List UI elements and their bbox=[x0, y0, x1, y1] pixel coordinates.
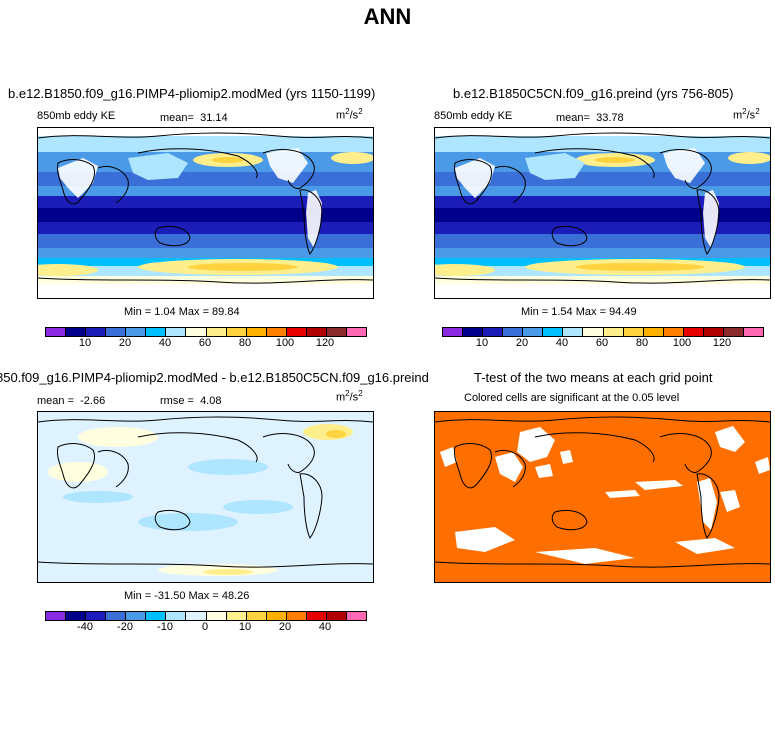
colorbar-swatch bbox=[226, 328, 247, 336]
colorbar-swatch bbox=[246, 612, 267, 620]
colorbar-swatch bbox=[643, 328, 664, 336]
panel-1-minmax: Min = 1.04 Max = 89.84 bbox=[124, 306, 240, 318]
tick-label: 40 bbox=[555, 337, 569, 349]
colorbar-swatch bbox=[443, 328, 464, 336]
colorbar-swatch bbox=[306, 328, 327, 336]
tick-label: 10 bbox=[238, 621, 252, 633]
panel-2-units: m2/s2 bbox=[733, 107, 760, 122]
tick-label: 10 bbox=[78, 337, 92, 349]
colorbar-swatch bbox=[226, 612, 247, 620]
tick-label: 80 bbox=[238, 337, 252, 349]
panel-2-minmax: Min = 1.54 Max = 94.49 bbox=[521, 306, 637, 318]
tick-label: 20 bbox=[515, 337, 529, 349]
colorbar-swatch bbox=[146, 612, 167, 620]
colorbar-swatch bbox=[166, 612, 187, 620]
colorbar-swatch bbox=[166, 328, 187, 336]
colorbar-swatch bbox=[603, 328, 624, 336]
panel-3-mean: mean = -2.66 bbox=[37, 395, 106, 407]
panel-2-mean: mean= 33.78 bbox=[556, 112, 624, 124]
tick-label: 40 bbox=[158, 337, 172, 349]
panel-3-title: 850.f09_g16.PIMP4-pliomip2.modMed - b.e1… bbox=[0, 370, 429, 385]
tick-label: -10 bbox=[157, 621, 173, 633]
tick-label: 20 bbox=[278, 621, 292, 633]
colorbar-swatch bbox=[326, 612, 347, 620]
colorbar-swatch bbox=[206, 612, 227, 620]
panel-4-map bbox=[434, 411, 771, 583]
colorbar-swatch bbox=[663, 328, 684, 336]
panel-4-subtitle: Colored cells are significant at the 0.0… bbox=[464, 392, 680, 404]
colorbar-swatch bbox=[346, 328, 366, 336]
colorbar-swatch bbox=[346, 612, 366, 620]
tick-label: 60 bbox=[198, 337, 212, 349]
tick-label: 20 bbox=[118, 337, 132, 349]
tick-label: 100 bbox=[275, 337, 295, 349]
colorbar-swatch bbox=[683, 328, 704, 336]
panel-3-colorbar bbox=[45, 611, 367, 621]
colorbar-swatch bbox=[106, 612, 127, 620]
colorbar-swatch bbox=[286, 612, 307, 620]
tick-label: 10 bbox=[475, 337, 489, 349]
colorbar-swatch bbox=[543, 328, 564, 336]
colorbar-swatch bbox=[723, 328, 744, 336]
panel-3-rmse: rmse = 4.08 bbox=[160, 395, 222, 407]
panel-2-variable-label: 850mb eddy KE bbox=[434, 110, 513, 122]
colorbar-swatch bbox=[483, 328, 504, 336]
panel-1-title: b.e12.B1850.f09_g16.PIMP4-pliomip2.modMe… bbox=[8, 86, 376, 101]
colorbar-swatch bbox=[146, 328, 167, 336]
colorbar-swatch bbox=[523, 328, 544, 336]
tick-label: 0 bbox=[201, 621, 209, 633]
colorbar-swatch bbox=[46, 328, 67, 336]
colorbar-swatch bbox=[563, 328, 584, 336]
panel-1-units: m2/s2 bbox=[336, 107, 363, 122]
colorbar-swatch bbox=[126, 328, 147, 336]
colorbar-swatch bbox=[46, 612, 67, 620]
colorbar-swatch bbox=[463, 328, 484, 336]
tick-label: 60 bbox=[595, 337, 609, 349]
panel-1-mean: mean= 31.14 bbox=[160, 112, 228, 124]
colorbar-swatch bbox=[266, 328, 287, 336]
colorbar-swatch bbox=[206, 328, 227, 336]
colorbar-swatch bbox=[703, 328, 724, 336]
panel-1-variable-label: 850mb eddy KE bbox=[37, 110, 116, 122]
colorbar-swatch bbox=[186, 328, 207, 336]
panel-1-colorbar-ticks: 10 20 40 60 80 100 120 bbox=[45, 337, 365, 351]
panel-3-minmax: Min = -31.50 Max = 48.26 bbox=[124, 590, 250, 602]
tick-label: 40 bbox=[318, 621, 332, 633]
colorbar-swatch bbox=[86, 328, 107, 336]
panel-3-map bbox=[37, 411, 374, 583]
tick-label: 80 bbox=[635, 337, 649, 349]
tick-label: 100 bbox=[672, 337, 692, 349]
tick-label: 120 bbox=[315, 337, 335, 349]
colorbar-swatch bbox=[583, 328, 604, 336]
colorbar-swatch bbox=[326, 328, 347, 336]
panel-1-map bbox=[37, 127, 374, 299]
colorbar-swatch bbox=[66, 612, 87, 620]
colorbar-swatch bbox=[623, 328, 644, 336]
colorbar-swatch bbox=[106, 328, 127, 336]
colorbar-swatch bbox=[66, 328, 87, 336]
panel-4-title: T-test of the two means at each grid poi… bbox=[474, 370, 713, 385]
tick-label: -20 bbox=[117, 621, 133, 633]
panel-2-colorbar-ticks: 10 20 40 60 80 100 120 bbox=[442, 337, 762, 351]
colorbar-swatch bbox=[743, 328, 763, 336]
panel-2-title: b.e12.B1850C5CN.f09_g16.preind (yrs 756-… bbox=[453, 86, 734, 101]
colorbar-swatch bbox=[126, 612, 147, 620]
colorbar-swatch bbox=[306, 612, 327, 620]
colorbar-swatch bbox=[86, 612, 107, 620]
panel-2-map bbox=[434, 127, 771, 299]
tick-label: 120 bbox=[712, 337, 732, 349]
panel-3-units: m2/s2 bbox=[336, 389, 363, 404]
figure-title: ANN bbox=[363, 4, 412, 29]
colorbar-swatch bbox=[503, 328, 524, 336]
colorbar-swatch bbox=[186, 612, 207, 620]
colorbar-swatch bbox=[286, 328, 307, 336]
colorbar-swatch bbox=[246, 328, 267, 336]
colorbar-swatch bbox=[266, 612, 287, 620]
tick-label: -40 bbox=[77, 621, 93, 633]
panel-3-colorbar-ticks: -40 -20 -10 0 10 20 40 bbox=[45, 621, 365, 635]
panel-2-colorbar bbox=[442, 327, 764, 337]
panel-1-colorbar bbox=[45, 327, 367, 337]
